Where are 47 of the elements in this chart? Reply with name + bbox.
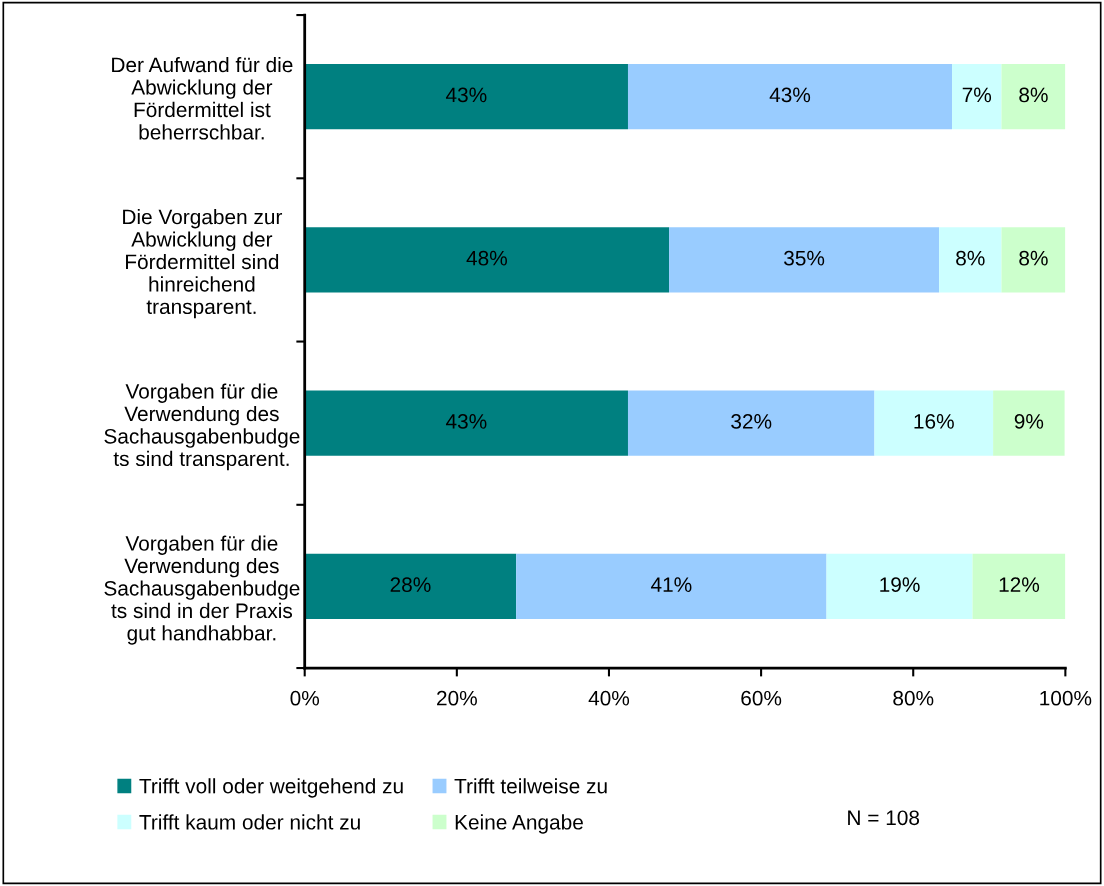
bar (627, 64, 953, 130)
data-label: 12% (999, 577, 1040, 592)
bar (669, 227, 940, 293)
data-label: 43% (445, 414, 487, 429)
legend-label: Trifft kaum oder nicht zu (139, 814, 360, 830)
legend-label: Trifft teilweise zu (454, 778, 607, 794)
y-tick-label: Vorgaben für die Verwendung des Sachausgabenbudge ts sind in der Praxis gut handhabbar. (104, 535, 300, 645)
data-label: 8% (956, 250, 985, 266)
bar (304, 64, 628, 130)
bar (826, 553, 973, 620)
x-tick-label: 60% (741, 690, 782, 706)
y-tick-label: Vorgaben für die Verwendung des Sachausgabenbudge ts sind transparent. (104, 383, 300, 471)
data-label: 41% (650, 577, 692, 592)
data-label: 28% (390, 577, 431, 593)
bar (952, 64, 1002, 130)
data-label: 32% (731, 414, 772, 429)
bar (939, 227, 1002, 293)
y-tick-label: Die Vorgaben zur Abwicklung der Fördermittel sind hinreichend transparent. (123, 209, 283, 319)
bar (1001, 227, 1066, 293)
legend-label: Keine Angabe (455, 814, 583, 834)
bar (627, 390, 875, 456)
data-label: 19% (880, 577, 920, 593)
bar (516, 553, 827, 620)
data-label: 35% (784, 250, 825, 266)
bar (304, 390, 628, 456)
x-tick-label: 0% (290, 690, 320, 706)
data-label: 7% (962, 87, 992, 103)
x-tick-label: 100% (1040, 690, 1092, 706)
data-label: 16% (914, 414, 954, 429)
data-label: 43% (445, 87, 487, 103)
bar (304, 553, 517, 620)
x-tick-label: 40% (588, 690, 630, 706)
bar (304, 227, 670, 293)
data-label: 9% (1014, 414, 1044, 429)
y-tick-label: Der Aufwand für die Abwicklung der Fördermittel ist beherrschbar. (112, 56, 293, 140)
bar (993, 390, 1065, 456)
data-label: 8% (1019, 250, 1048, 266)
bar (874, 390, 994, 456)
legend-label: Trifft voll oder weitgehend zu (139, 778, 403, 798)
data-label: 43% (769, 87, 811, 103)
x-tick-label: 20% (437, 690, 477, 706)
bar (972, 553, 1066, 620)
data-label: 48% (466, 250, 507, 266)
data-label: 8% (1019, 87, 1048, 103)
x-tick-label: 80% (893, 690, 934, 706)
bar (1001, 64, 1066, 130)
text: N = 108 (848, 810, 920, 826)
